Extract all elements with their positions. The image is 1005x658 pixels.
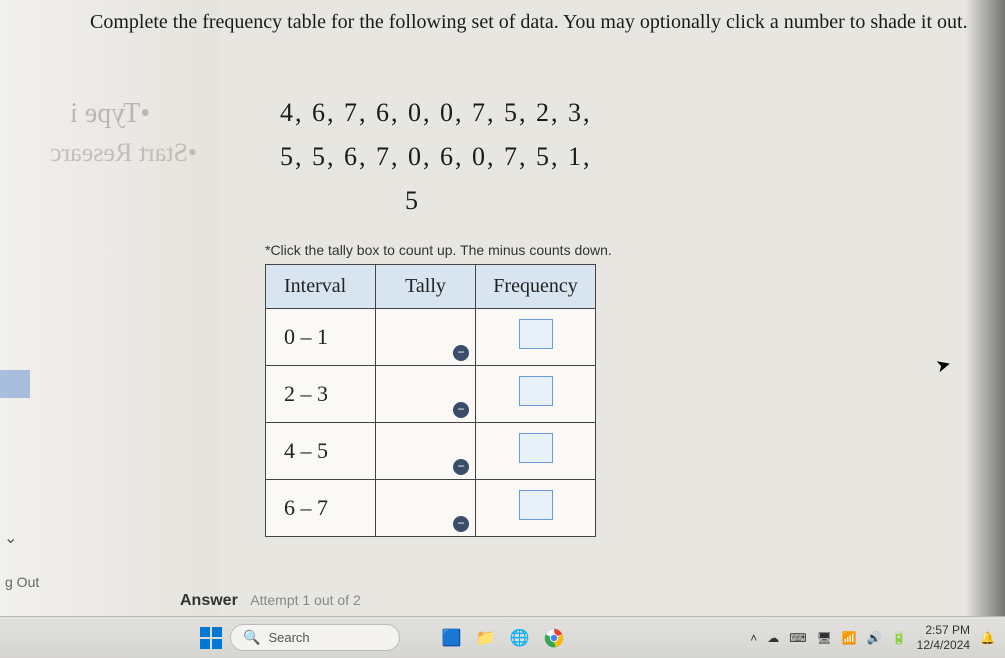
- tally-cell[interactable]: −: [376, 308, 476, 365]
- tally-hint: *Click the tally box to count up. The mi…: [265, 242, 985, 258]
- wifi-icon[interactable]: 📶: [842, 631, 857, 645]
- system-tray: ˄ ☁ ⌨ 🖥 📶 🔊 🔋 2:57 PM 12/4/2024 🔔: [750, 623, 995, 652]
- sidebar-blue-marker: [0, 370, 30, 398]
- minus-icon[interactable]: −: [453, 459, 469, 475]
- clock[interactable]: 2:57 PM 12/4/2024: [917, 623, 970, 652]
- date-text: 12/4/2024: [917, 638, 970, 652]
- interval-cell: 6 – 7: [266, 479, 376, 536]
- attempt-count: Attempt 1 out of 2: [250, 592, 361, 608]
- notification-icon[interactable]: 🔔: [980, 631, 995, 645]
- logout-link[interactable]: g Out: [5, 574, 39, 590]
- onedrive-icon[interactable]: ☁: [767, 631, 779, 645]
- search-icon: 🔍: [243, 629, 260, 646]
- tally-cell[interactable]: −: [376, 479, 476, 536]
- frequency-input[interactable]: [519, 376, 553, 406]
- search-input[interactable]: 🔍 Search: [230, 624, 400, 651]
- bleed-through-text-1: •Type i: [70, 98, 150, 130]
- frequency-input[interactable]: [519, 319, 553, 349]
- chevron-down-icon[interactable]: ⌄: [4, 528, 17, 548]
- answer-section: Answer Attempt 1 out of 2: [180, 592, 361, 610]
- interval-cell: 4 – 5: [266, 422, 376, 479]
- taskbar: 🔍 Search 🟦 📁 🌐 ˄ ☁ ⌨ 🖥 📶 🔊 🔋: [0, 616, 1005, 658]
- frequency-cell: [476, 308, 596, 365]
- header-tally: Tally: [376, 264, 476, 308]
- time-text: 2:57 PM: [917, 623, 970, 637]
- minus-icon[interactable]: −: [453, 402, 469, 418]
- copilot-icon[interactable]: 🟦: [439, 625, 465, 651]
- frequency-input[interactable]: [519, 433, 553, 463]
- minus-icon[interactable]: −: [453, 516, 469, 532]
- interval-cell: 2 – 3: [266, 365, 376, 422]
- volume-icon[interactable]: 🔊: [867, 631, 882, 645]
- chrome-icon[interactable]: [541, 625, 567, 651]
- frequency-input[interactable]: [519, 490, 553, 520]
- windows-start-icon[interactable]: [200, 627, 222, 649]
- numbers-row-2[interactable]: 5, 5, 6, 7, 0, 6, 0, 7, 5, 1,: [280, 135, 985, 179]
- answer-label: Answer: [180, 592, 238, 609]
- data-numbers: 4, 6, 7, 6, 0, 0, 7, 5, 2, 3, 5, 5, 6, 7…: [90, 91, 985, 224]
- tray-chevron-icon[interactable]: ˄: [750, 631, 757, 645]
- monitor-icon[interactable]: 🖥: [817, 631, 832, 645]
- chrome-svg-icon: [543, 627, 565, 649]
- file-explorer-icon[interactable]: 📁: [473, 625, 499, 651]
- frequency-cell: [476, 479, 596, 536]
- battery-icon[interactable]: 🔋: [892, 631, 907, 645]
- table-row: 6 – 7 −: [266, 479, 596, 536]
- search-placeholder: Search: [268, 630, 309, 645]
- edge-icon[interactable]: 🌐: [507, 625, 533, 651]
- numbers-row-1[interactable]: 4, 6, 7, 6, 0, 0, 7, 5, 2, 3,: [280, 91, 985, 135]
- frequency-cell: [476, 365, 596, 422]
- question-instruction: Complete the frequency table for the fol…: [90, 8, 970, 36]
- tally-cell[interactable]: −: [376, 365, 476, 422]
- table-row: 4 – 5 −: [266, 422, 596, 479]
- frequency-cell: [476, 422, 596, 479]
- numbers-row-3[interactable]: 5: [280, 179, 985, 223]
- table-row: 2 – 3 −: [266, 365, 596, 422]
- interval-cell: 0 – 1: [266, 308, 376, 365]
- header-frequency: Frequency: [476, 264, 596, 308]
- header-interval: Interval: [266, 264, 376, 308]
- bleed-through-text-2: •Start Researc: [50, 138, 197, 168]
- frequency-table: Interval Tally Frequency 0 – 1 − 2 – 3 −…: [265, 264, 596, 537]
- tally-cell[interactable]: −: [376, 422, 476, 479]
- table-row: 0 – 1 −: [266, 308, 596, 365]
- minus-icon[interactable]: −: [453, 345, 469, 361]
- keyboard-icon[interactable]: ⌨: [789, 631, 806, 645]
